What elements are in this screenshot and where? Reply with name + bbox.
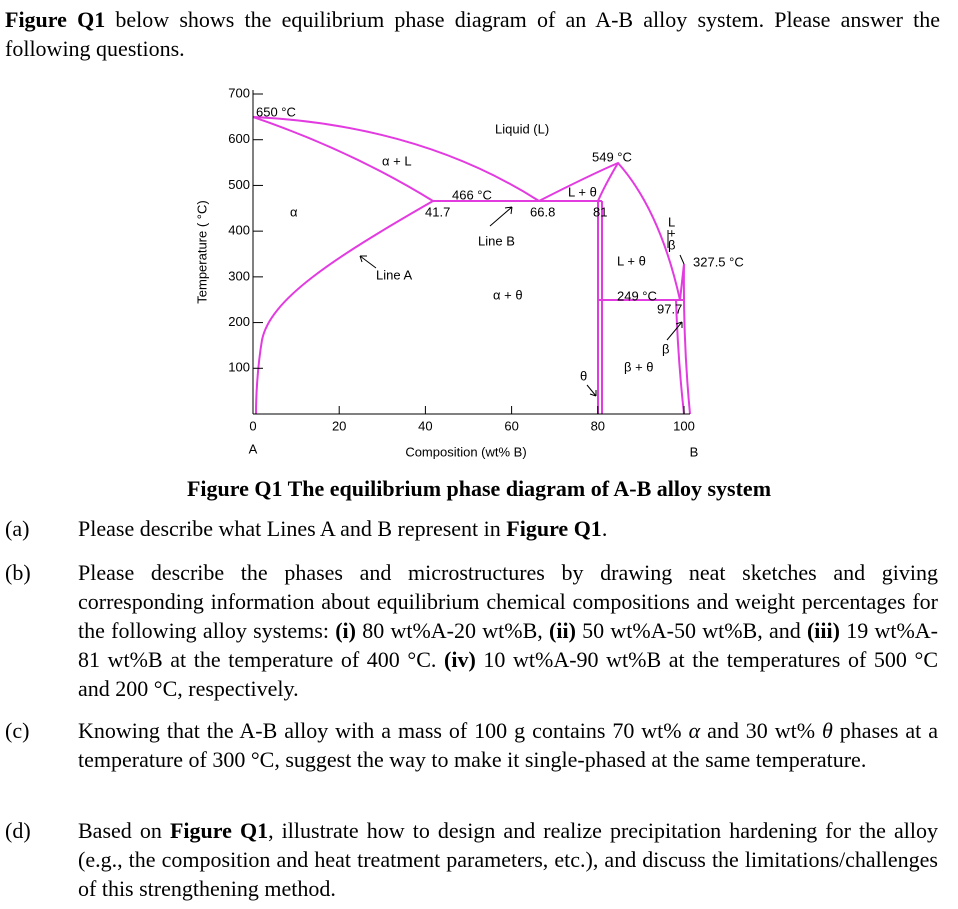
text-run: 50 wt%A-50 wt%B, and <box>575 618 807 643</box>
y-tick-label: 300 <box>228 268 250 283</box>
annotation: L + θ <box>568 184 597 199</box>
y-tick-label: 600 <box>228 131 250 146</box>
x-tick-label: 20 <box>332 418 346 433</box>
x-tick-label: 100 <box>673 418 695 433</box>
arrow <box>666 321 683 341</box>
x-tick-label: 0 <box>249 418 256 433</box>
question-text: Please describe the phases and microstru… <box>78 558 938 703</box>
annotation: 97.7 <box>657 301 682 316</box>
annotation: α <box>290 204 298 219</box>
annotation: 41.7 <box>425 204 450 219</box>
text-run: (iii) <box>806 618 840 643</box>
text-run: Please describe the phases and microstru… <box>78 560 938 643</box>
text-run: α <box>688 718 701 743</box>
text-run: Figure Q1 <box>5 7 106 32</box>
x-tick-label: 40 <box>418 418 432 433</box>
x-tick-label: 80 <box>591 418 605 433</box>
text-run: Figure Q1 <box>506 516 602 541</box>
text-run: below shows the equilibrium phase diagra… <box>5 7 940 61</box>
text-run: Knowing that the A-B alloy with a mass o… <box>78 718 689 743</box>
y-tick-label: 500 <box>228 177 250 192</box>
annotation: 650 °C <box>256 104 296 119</box>
annotation: Line B <box>478 233 515 248</box>
arrow <box>489 206 513 227</box>
y-tick-label: 400 <box>228 223 250 238</box>
text-run: Please describe what Lines A and B repre… <box>78 516 507 541</box>
text-run: and 30 wt% <box>700 718 823 743</box>
annotation: Liquid (L) <box>495 121 549 136</box>
question-label: (b) <box>5 560 31 585</box>
text-run: , illustrate how to design and realize p… <box>78 818 939 901</box>
arrow <box>586 384 597 397</box>
text-run: (iv) <box>444 647 476 672</box>
annotation: β + θ <box>624 359 654 374</box>
solvus <box>255 200 434 415</box>
question-label: (c) <box>5 718 30 743</box>
question-label: (a) <box>5 516 30 541</box>
y-tick-label: 700 <box>228 85 250 100</box>
arrow <box>359 255 377 269</box>
annotation: 327.5 °C <box>693 254 744 269</box>
question-label: (d) <box>5 818 31 843</box>
question-text: Please describe what Lines A and B repre… <box>78 514 938 543</box>
figure-caption: Figure Q1 The equilibrium phase diagram … <box>186 476 772 501</box>
text-run: . <box>601 516 608 541</box>
theta-boundary <box>597 162 619 414</box>
intro: Figure Q1 below shows the equilibrium ph… <box>5 5 940 63</box>
y-axis-label: Temperature ( °C) <box>194 200 209 303</box>
x-axis-label: Composition (wt% B) <box>405 444 526 459</box>
annotation: 249 °C <box>617 288 657 303</box>
text-run: Based on <box>78 818 170 843</box>
question-text: Based on Figure Q1, illustrate how to de… <box>78 816 938 903</box>
annotation: Line A <box>376 267 412 282</box>
annotation: α + θ <box>493 287 523 302</box>
text-run: phases at a temperature of 300 °C, sugge… <box>78 718 939 772</box>
annotation: 66.8 <box>530 204 555 219</box>
text-run: (ii) <box>549 618 576 643</box>
annotation: 549 °C <box>592 149 632 164</box>
text-run: 10 wt%A-90 wt%B at the temperatures of 5… <box>78 647 938 701</box>
text-run: Figure Q1 <box>169 818 269 843</box>
text-run: 19 wt%A-81 wt%B at the temperature of 40… <box>78 618 939 672</box>
y-tick-label: 200 <box>228 314 250 329</box>
liquidus <box>252 116 540 202</box>
arrow <box>667 230 685 265</box>
text-run: (i) <box>335 618 356 643</box>
text-run: θ <box>822 718 833 743</box>
annotation: 466 °C <box>452 187 492 202</box>
annotation: β <box>668 237 675 252</box>
annotation: α + L <box>382 153 412 168</box>
question-text: Knowing that the A-B alloy with a mass o… <box>78 716 938 774</box>
annotation: L <box>668 214 675 229</box>
annotation: β <box>662 341 669 356</box>
arrows <box>359 206 685 397</box>
x-tick-label: 60 <box>504 418 518 433</box>
annotation: 81 <box>593 204 607 219</box>
annotation: θ <box>580 368 587 383</box>
x-end-label: A <box>249 441 258 456</box>
y-tick-label: 100 <box>228 360 250 375</box>
solidus <box>252 116 434 202</box>
phase-boundaries <box>252 116 691 415</box>
x-end-label: B <box>690 444 699 459</box>
text-run: 80 wt%A-20 wt%B, <box>355 618 550 643</box>
annotation: + <box>668 225 676 240</box>
annotation: L + θ <box>617 253 646 268</box>
right-liquidus <box>538 161 681 301</box>
phase-diagram: Temperature ( °C) Composition (wt% B) 10… <box>194 85 744 459</box>
beta-boundary <box>675 263 691 415</box>
